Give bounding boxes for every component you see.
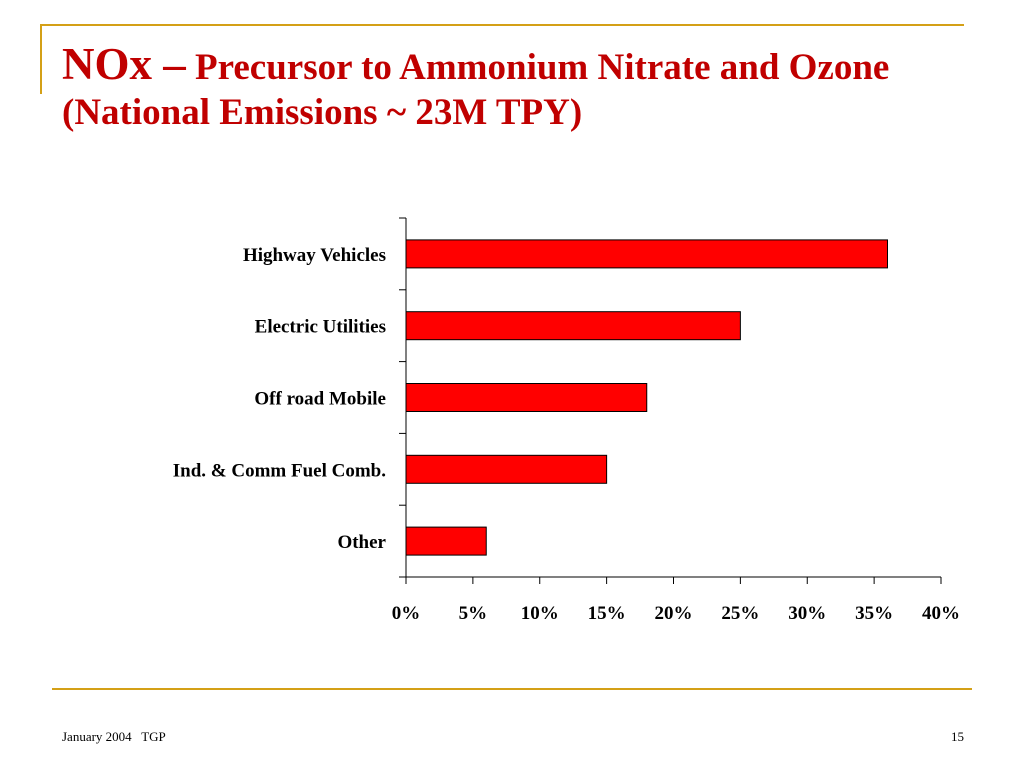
page-number: 15 bbox=[951, 729, 964, 744]
category-label: Other bbox=[337, 532, 386, 553]
bar bbox=[405, 526, 487, 556]
category-label: Highway Vehicles bbox=[243, 245, 386, 266]
category-label: Ind. & Comm Fuel Comb. bbox=[173, 460, 386, 481]
bar bbox=[405, 454, 608, 484]
bar bbox=[405, 311, 741, 341]
x-tick-label: 0% bbox=[392, 603, 421, 624]
x-tick-label: 5% bbox=[459, 603, 488, 624]
left-rule bbox=[40, 24, 42, 94]
category-label: Off road Mobile bbox=[254, 389, 386, 410]
bar bbox=[405, 383, 648, 412]
footer-date: January 2004 TGP bbox=[62, 729, 166, 744]
title-rest: Precursor to Ammonium Nitrate and Ozone bbox=[185, 47, 890, 88]
title-line-2: (National Emissions ~ 23M TPY) bbox=[62, 91, 583, 133]
x-tick-label: 25% bbox=[721, 603, 759, 624]
slide-title: NOx – Precursor to Ammonium Nitrate and … bbox=[62, 38, 1002, 134]
category-label: Electric Utilities bbox=[255, 317, 386, 338]
x-tick-label: 35% bbox=[855, 603, 893, 624]
title-main: NOx – bbox=[62, 39, 186, 89]
bar-chart: 0% 5% 10% 15% 20% 25% 30% 35% 40% Highway Vehicle… bbox=[173, 217, 960, 624]
x-tick-label: 10% bbox=[521, 603, 559, 624]
bar bbox=[405, 239, 888, 269]
title-line-1: NOx – Precursor to Ammonium Nitrate and … bbox=[62, 38, 1002, 91]
x-tick-label: 40% bbox=[922, 603, 960, 624]
footer-rule bbox=[52, 688, 972, 690]
x-tick-label: 15% bbox=[588, 603, 626, 624]
x-tick-label: 30% bbox=[788, 603, 826, 624]
x-tick-label: 20% bbox=[655, 603, 693, 624]
top-rule bbox=[40, 24, 964, 26]
